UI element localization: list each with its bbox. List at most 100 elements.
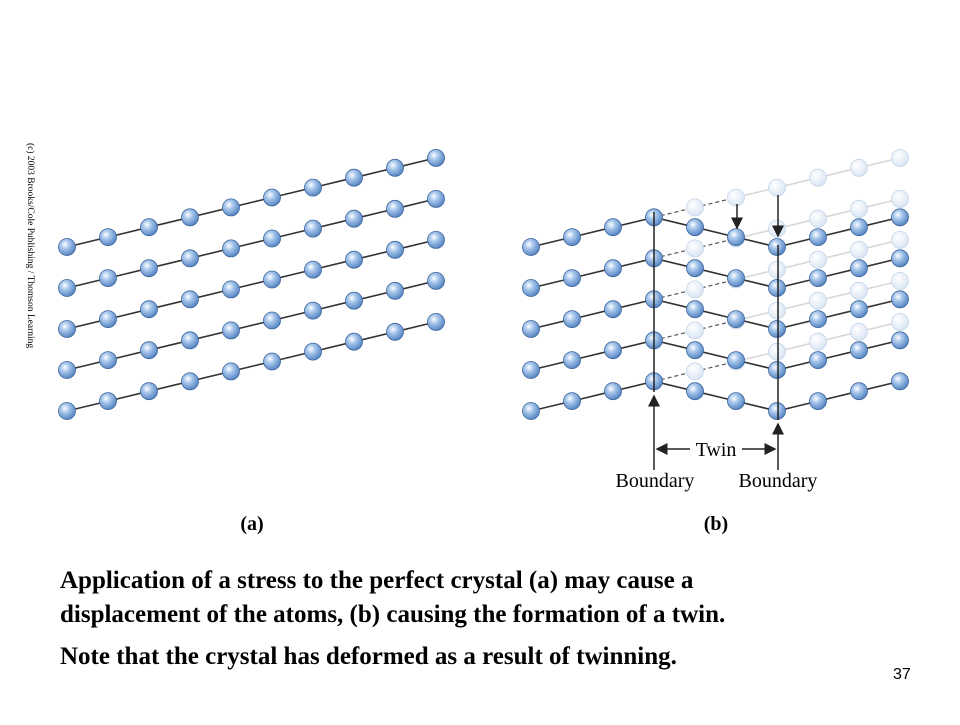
atom <box>99 392 117 411</box>
atom <box>345 291 363 310</box>
atom <box>604 218 622 237</box>
atom <box>140 382 158 401</box>
atom <box>386 322 404 341</box>
atom <box>427 189 445 208</box>
ghost-atom <box>850 240 868 259</box>
atom <box>727 392 745 411</box>
atom <box>99 310 117 329</box>
atom <box>522 402 540 420</box>
atom <box>140 259 158 278</box>
atom <box>386 199 404 218</box>
atom <box>140 218 158 237</box>
atom <box>140 300 158 319</box>
atom <box>522 238 540 256</box>
ghost-atom <box>686 321 704 340</box>
atom <box>604 341 622 360</box>
ghost-atom <box>850 281 868 300</box>
atom <box>222 321 240 340</box>
ghost-atom <box>809 209 827 228</box>
atom <box>58 238 76 256</box>
ghost-atom <box>686 362 704 381</box>
atom <box>58 279 76 297</box>
atom <box>99 269 117 288</box>
atom <box>99 228 117 247</box>
ghost-atom <box>768 342 786 361</box>
ghost-atom <box>891 189 909 208</box>
atom <box>768 402 786 420</box>
atom <box>809 310 827 329</box>
atom <box>427 271 445 290</box>
atom <box>345 250 363 269</box>
ghost-atom <box>686 239 704 258</box>
atom <box>891 208 909 227</box>
bond-lines <box>66 157 901 412</box>
ghost-atom <box>850 322 868 341</box>
ghost-atom <box>809 250 827 269</box>
atom <box>809 269 827 288</box>
atom <box>686 300 704 319</box>
atom <box>768 361 786 379</box>
atom <box>263 229 281 248</box>
atom <box>427 312 445 331</box>
atom <box>427 148 445 167</box>
atom <box>891 290 909 309</box>
atom <box>686 341 704 360</box>
atom <box>891 249 909 268</box>
bond <box>530 380 901 412</box>
atom <box>181 290 199 309</box>
atom <box>809 228 827 247</box>
atom <box>850 300 868 319</box>
atom <box>263 270 281 289</box>
atom <box>727 269 745 288</box>
page-number: 37 <box>893 666 911 683</box>
atom <box>522 279 540 297</box>
atom <box>768 320 786 338</box>
boundary-label: Boundary <box>616 470 695 492</box>
ghost-atom <box>768 178 786 197</box>
atom <box>686 259 704 278</box>
atom <box>222 280 240 299</box>
atom <box>304 260 322 279</box>
atom <box>686 382 704 401</box>
atom <box>386 158 404 177</box>
atom <box>768 279 786 297</box>
atom <box>563 392 581 411</box>
ghost-atom <box>686 280 704 299</box>
ghost-atom <box>809 291 827 310</box>
atom <box>140 341 158 360</box>
bond <box>66 321 437 412</box>
atom <box>427 230 445 249</box>
atom <box>563 269 581 288</box>
atom <box>604 259 622 278</box>
twin-label: Twin <box>696 439 737 461</box>
atom <box>727 228 745 247</box>
ghost-atom <box>768 219 786 238</box>
atom <box>345 209 363 228</box>
atom <box>563 351 581 370</box>
caption-line: displacement of the atoms, (b) causing t… <box>60 601 725 628</box>
atom <box>604 382 622 401</box>
atom <box>181 331 199 350</box>
bond <box>66 239 437 330</box>
atom <box>727 310 745 329</box>
ghost-atom <box>686 198 704 217</box>
atom <box>304 219 322 238</box>
atom <box>686 218 704 237</box>
ghost-atoms <box>653 148 909 382</box>
atom <box>891 372 909 391</box>
atom <box>58 361 76 379</box>
atom <box>809 351 827 370</box>
atom <box>222 198 240 217</box>
atom <box>304 342 322 361</box>
ghost-atom <box>891 230 909 249</box>
atom <box>181 249 199 268</box>
atom <box>99 351 117 370</box>
atom <box>850 341 868 360</box>
ghost-atom <box>891 312 909 331</box>
caption-line: Application of a stress to the perfect c… <box>60 567 694 594</box>
atom <box>563 310 581 329</box>
atom <box>386 240 404 259</box>
boundary-label: Boundary <box>739 470 818 492</box>
atom <box>345 168 363 187</box>
